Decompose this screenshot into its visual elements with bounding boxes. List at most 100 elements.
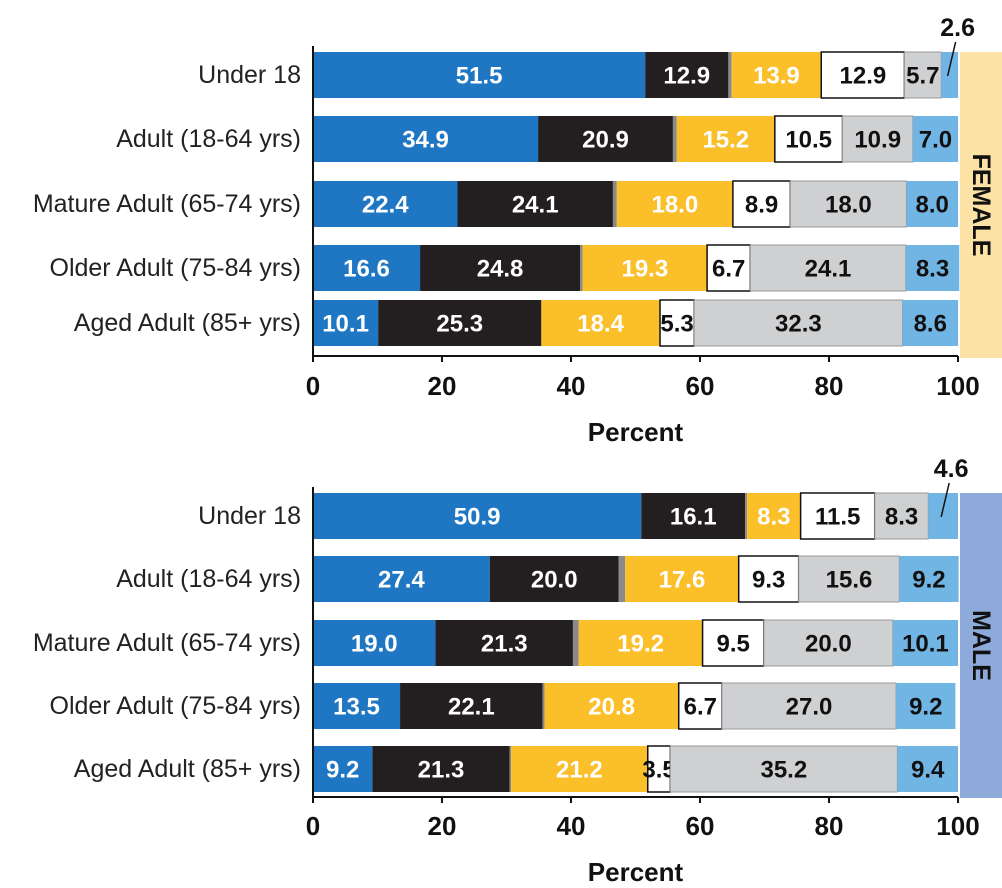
female-bar-segment — [612, 181, 617, 227]
female-bar-segment — [645, 52, 729, 98]
female-bar-label: 20.9 — [582, 127, 629, 154]
male-bar-label: 22.1 — [448, 694, 495, 721]
male-bar-segment — [511, 746, 648, 792]
female-bar-segment — [732, 180, 792, 228]
female-bar-label: 22.4 — [362, 192, 409, 219]
female-x-tick-label: 100 — [936, 371, 979, 401]
male-bar-segment — [899, 556, 959, 602]
male-bar-segment — [400, 683, 543, 729]
female-bar-segment — [774, 115, 844, 163]
male-bar-segment — [747, 493, 801, 539]
female-bar-segment — [378, 300, 542, 346]
female-bar-label: 5.3 — [660, 311, 693, 338]
male-bar-label: 16.1 — [670, 504, 717, 531]
male-bar-segment — [737, 555, 800, 603]
male-bar-label: 21.3 — [418, 757, 465, 784]
male-category-label: Older Adult (75-84 yrs) — [50, 692, 302, 720]
male-bar-label: 17.6 — [659, 567, 706, 594]
female-panel: FEMALE Under 18 51.5 12.9 13.9 12.9 5.7 Adult (… — [33, 14, 1002, 447]
female-bar-segment — [842, 115, 914, 163]
female-bar-segment — [903, 51, 942, 99]
male-bar-segment — [313, 556, 490, 602]
male-bar-segment — [509, 746, 512, 792]
male-bar-segment — [677, 682, 723, 730]
male-bar-segment — [578, 620, 703, 666]
male-bar-segment — [799, 492, 876, 540]
male-bar-segment — [489, 556, 619, 602]
female-bar-label: 6.7 — [712, 256, 745, 283]
female-bar-segment — [313, 300, 379, 346]
female-bar-segment — [693, 299, 904, 347]
female-category-label: Aged Adult (85+ yrs) — [74, 309, 301, 337]
female-x-tick-label: 0 — [306, 371, 320, 401]
male-x-tick-label: 40 — [557, 811, 586, 841]
male-bar-segment — [896, 683, 956, 729]
male-bar-label: 19.0 — [351, 631, 398, 658]
male-bar-label: 9.2 — [912, 567, 945, 594]
female-callout-label: 2.6 — [940, 14, 975, 42]
male-bar-segment — [721, 682, 897, 730]
male-bar-label: 27.4 — [378, 567, 425, 594]
female-bar-segment — [672, 116, 677, 162]
male-bar-label: 11.5 — [815, 504, 860, 531]
female-panel-label: FEMALE — [967, 154, 995, 257]
male-bar-segment — [313, 746, 373, 792]
female-bar-segment — [616, 181, 733, 227]
male-panel: MALE Under 18 50.9 16.1 8.3 11.5 8.3 Adult (18-… — [33, 455, 1002, 887]
female-bar-label: 24.1 — [512, 192, 559, 219]
male-x-tick-label: 80 — [815, 811, 844, 841]
male-bar-label: 15.6 — [826, 567, 873, 594]
female-bar-label: 24.1 — [805, 256, 852, 283]
female-category-label: Older Adult (75-84 yrs) — [50, 254, 302, 282]
female-bar-segment — [538, 116, 673, 162]
male-bar-label: 19.2 — [617, 631, 664, 658]
male-bar-segment — [897, 746, 958, 792]
female-bar-segment — [728, 52, 732, 98]
female-bar-segment — [580, 245, 583, 291]
male-bar-label: 9.4 — [911, 757, 945, 784]
male-bar-label: 35.2 — [760, 757, 807, 784]
female-x-tick-label: 40 — [557, 371, 586, 401]
male-bar-segment — [892, 620, 958, 666]
female-bar-label: 18.0 — [651, 192, 698, 219]
male-bar-segment — [641, 493, 746, 539]
male-category-label: Under 18 — [198, 502, 301, 530]
female-category-label: Mature Adult (65-74 yrs) — [33, 190, 301, 218]
female-bar-label: 16.6 — [343, 256, 390, 283]
male-category-label: Mature Adult (65-74 yrs) — [33, 629, 301, 657]
female-bar-segment — [582, 245, 708, 291]
male-bar-label: 8.3 — [757, 504, 790, 531]
female-bar-label: 8.6 — [914, 311, 947, 338]
male-bar-label: 27.0 — [786, 694, 833, 721]
male-bar-segment — [874, 492, 929, 540]
male-bar-segment — [745, 493, 748, 539]
male-bar-label: 50.9 — [454, 504, 501, 531]
male-bar-segment — [798, 555, 900, 603]
male-bar-label: 6.7 — [684, 694, 717, 721]
male-bar-segment — [313, 493, 642, 539]
female-bar-segment — [905, 245, 960, 291]
male-x-axis-title: Percent — [588, 857, 684, 883]
male-bar-label: 10.1 — [902, 631, 949, 658]
female-bar-label: 32.3 — [775, 311, 822, 338]
male-bar-label: 21.3 — [481, 631, 528, 658]
male-bar-label: 20.0 — [531, 567, 578, 594]
female-bar-label: 25.3 — [436, 311, 483, 338]
female-bar-label: 15.2 — [702, 127, 749, 154]
male-x-tick-label: 60 — [686, 811, 715, 841]
male-panel-band — [960, 493, 1002, 798]
male-bar-segment — [625, 556, 739, 602]
female-bar-label: 19.3 — [621, 256, 668, 283]
male-x-tick-label: 20 — [428, 811, 457, 841]
female-bar-segment — [676, 116, 775, 162]
male-bar-segment — [572, 620, 579, 666]
male-bar-segment — [313, 620, 436, 666]
female-bar-label: 5.7 — [906, 63, 939, 90]
female-bar-label: 18.0 — [825, 192, 872, 219]
female-bar-label: 24.8 — [477, 256, 524, 283]
male-x-tick-label: 0 — [306, 811, 320, 841]
female-x-tick-label: 60 — [686, 371, 715, 401]
female-bar-segment — [731, 52, 822, 98]
female-bar-label: 10.9 — [854, 127, 901, 154]
